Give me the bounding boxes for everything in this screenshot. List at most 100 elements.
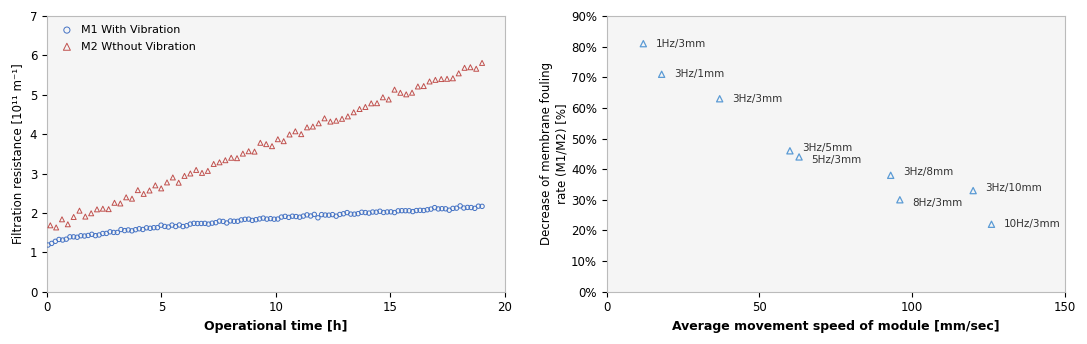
M2 Wthout Vibration [105,200,123,205]
M1 With Vibration [127,227,145,233]
M1 With Vibration [157,224,174,229]
M1 With Vibration [305,212,323,217]
Text: 8Hz/3mm: 8Hz/3mm [912,198,962,208]
M2 Wthout Vibration [252,140,270,146]
X-axis label: Average movement speed of module [mm/sec]: Average movement speed of module [mm/sec… [672,320,1000,333]
M2 Wthout Vibration [427,77,445,83]
M1 With Vibration [408,208,425,213]
M1 With Vibration [357,210,374,215]
M2 Wthout Vibration [41,223,59,228]
M1 With Vibration [76,233,93,239]
M2 Wthout Vibration [363,100,380,106]
M2 Wthout Vibration [445,76,462,81]
M2 Wthout Vibration [223,155,240,161]
X-axis label: Operational time [h]: Operational time [h] [204,320,348,333]
M1 With Vibration [112,227,129,232]
M2 Wthout Vibration [71,208,88,213]
M2 Wthout Vibration [170,180,187,185]
M1 With Vibration [321,212,338,218]
M2 Wthout Vibration [374,95,391,100]
M1 With Vibration [400,208,417,214]
M2 Wthout Vibration [228,155,246,161]
M1 With Vibration [149,225,166,230]
M1 With Vibration [262,216,279,222]
M2 Wthout Vibration [216,158,234,163]
M2 Wthout Vibration [193,170,211,176]
M1 With Vibration [389,208,407,214]
M1 With Vibration [332,212,349,217]
Text: 1Hz/3mm: 1Hz/3mm [655,39,705,49]
M1 With Vibration [411,207,428,213]
Text: 10Hz/3mm: 10Hz/3mm [1003,219,1061,229]
M1 With Vibration [397,208,414,214]
M1 With Vibration [445,206,462,211]
M1 With Vibration [367,209,385,215]
M1 With Vibration [251,216,268,222]
M2 Wthout Vibration [129,187,147,193]
M2 Wthout Vibration [351,106,368,112]
M1 With Vibration [342,211,360,217]
M1 With Vibration [353,209,371,215]
M2 Wthout Vibration [334,116,351,121]
M2 Wthout Vibration [65,214,83,220]
M1 With Vibration [101,229,118,235]
M2 Wthout Vibration [270,137,287,142]
M1 With Vibration [138,225,155,230]
M1 With Vibration [327,213,345,219]
M2 Wthout Vibration [455,65,473,71]
Point [711,96,728,101]
M2 Wthout Vibration [100,206,117,212]
M1 With Vibration [83,232,100,237]
M1 With Vibration [462,205,479,210]
Point [882,173,899,178]
M1 With Vibration [105,230,123,235]
M1 With Vibration [211,218,228,224]
M1 With Vibration [98,231,115,236]
M1 With Vibration [448,205,465,211]
M2 Wthout Vibration [467,66,485,72]
M2 Wthout Vibration [112,201,129,206]
M2 Wthout Vibration [322,119,339,124]
M1 With Vibration [418,207,436,213]
M2 Wthout Vibration [263,143,280,149]
M1 With Vibration [145,225,162,230]
M1 With Vibration [313,212,330,217]
M2 Wthout Vibration [398,92,415,97]
M1 With Vibration [259,216,276,222]
M1 With Vibration [270,216,287,222]
Point [891,197,909,203]
M2 Wthout Vibration [339,114,357,119]
M2 Wthout Vibration [280,132,298,137]
M1 With Vibration [218,220,236,226]
M1 With Vibration [68,235,86,240]
M2 Wthout Vibration [287,129,304,134]
M2 Wthout Vibration [258,141,275,147]
M1 With Vibration [324,212,341,217]
M1 With Vibration [163,222,180,228]
M2 Wthout Vibration [327,118,345,123]
Y-axis label: Filtration resistance [10¹¹ m⁻¹]: Filtration resistance [10¹¹ m⁻¹] [11,64,24,244]
M2 Wthout Vibration [152,186,170,191]
M1 With Vibration [349,211,366,216]
M1 With Vibration [54,237,72,243]
M1 With Vibration [254,215,272,221]
M1 With Vibration [473,204,490,209]
M2 Wthout Vibration [433,76,450,82]
M2 Wthout Vibration [345,109,362,115]
M1 With Vibration [130,226,148,232]
M1 With Vibration [346,212,363,217]
M2 Wthout Vibration [304,124,322,129]
M1 With Vibration [72,233,89,238]
M1 With Vibration [79,233,97,238]
M2 Wthout Vibration [83,211,100,216]
M1 With Vibration [280,215,298,220]
M2 Wthout Vibration [123,196,140,202]
M1 With Vibration [214,219,232,224]
M2 Wthout Vibration [438,76,455,82]
M2 Wthout Vibration [409,84,426,89]
M1 With Vibration [192,221,210,226]
M2 Wthout Vibration [380,97,398,102]
Point [790,154,808,160]
M1 With Vibration [378,209,396,215]
M2 Wthout Vibration [368,100,386,106]
